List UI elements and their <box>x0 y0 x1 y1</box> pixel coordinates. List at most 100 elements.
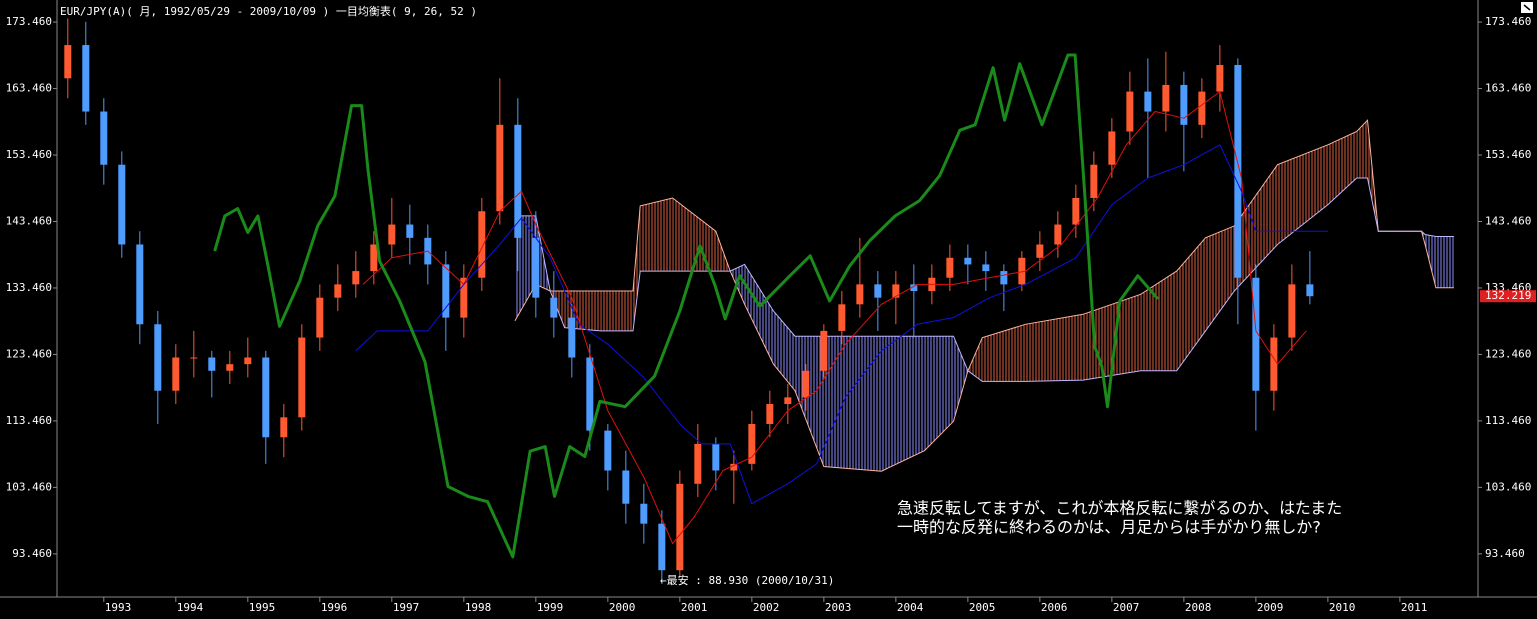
candle-body <box>586 357 594 431</box>
candle-body <box>982 264 990 272</box>
x-tick-label: 1996 <box>321 601 348 614</box>
candle-body <box>640 503 648 524</box>
candle-body <box>1108 131 1116 165</box>
cloud-segment <box>672 198 716 272</box>
candle-body <box>658 523 666 571</box>
x-tick-label: 2008 <box>1185 601 1212 614</box>
cloud-segment <box>924 336 954 451</box>
candle-body <box>802 370 810 398</box>
cloud-segment <box>1277 144 1328 245</box>
x-tick-label: 2004 <box>897 601 924 614</box>
candle-body <box>856 284 864 305</box>
candle-body <box>388 224 396 245</box>
y-tick-label: 143.460 <box>6 214 52 227</box>
cloud-span-line <box>514 177 1454 382</box>
x-tick-label: 2005 <box>969 601 996 614</box>
y-tick-label: 113.460 <box>1485 414 1531 427</box>
candle-body <box>1162 84 1170 112</box>
y-tick-label: 173.460 <box>1485 15 1531 28</box>
indicator-line <box>362 91 1307 545</box>
x-tick-label: 1993 <box>105 601 132 614</box>
candle-body <box>568 317 576 358</box>
candle-body <box>280 417 288 438</box>
cloud-segment <box>633 205 641 331</box>
y-tick-label: 103.460 <box>6 480 52 493</box>
chart-header: EUR/JPY(A)( 月, 1992/05/29 - 2009/10/09 )… <box>60 4 477 18</box>
candle-body <box>352 271 360 285</box>
candle-body <box>766 404 774 424</box>
candle-body <box>694 443 702 484</box>
x-tick-label: 2002 <box>753 601 780 614</box>
candle-body <box>712 443 720 471</box>
candle-body <box>748 423 756 464</box>
x-tick-label: 2010 <box>1329 601 1356 614</box>
candle-body <box>1018 257 1026 285</box>
candle-body <box>118 164 126 245</box>
x-tick-label: 2003 <box>825 601 852 614</box>
y-tick-label: 123.460 <box>6 347 52 360</box>
candle-body <box>1144 91 1152 112</box>
y-tick-label: 93.460 <box>12 547 52 560</box>
candle-body <box>910 284 918 292</box>
candle-body <box>1126 91 1134 132</box>
x-tick-label: 2000 <box>609 601 636 614</box>
candle-body <box>1036 244 1044 258</box>
cloud-segment <box>1176 237 1206 371</box>
y-tick-label: 133.460 <box>6 281 52 294</box>
y-tick-label: 173.460 <box>6 15 52 28</box>
y-tick-label: 163.460 <box>6 82 52 95</box>
candle-body <box>964 257 972 265</box>
candle-body <box>1216 65 1224 92</box>
cloud-segment <box>1327 131 1357 205</box>
candle-body <box>730 463 738 471</box>
candle-body <box>190 357 198 359</box>
cloud-segment <box>1425 234 1436 288</box>
candle-body <box>532 237 540 298</box>
x-tick-label: 1995 <box>249 601 275 614</box>
y-tick-label: 153.460 <box>6 148 52 161</box>
y-tick-label: 163.460 <box>1485 82 1531 95</box>
low-annotation: ←最安 : 88.930 (2000/10/31) <box>660 573 834 587</box>
cloud-segment <box>1356 120 1368 178</box>
candle-body <box>514 124 522 238</box>
x-tick-label: 1994 <box>177 601 204 614</box>
candle-body <box>550 297 558 318</box>
cloud-segment <box>881 336 925 472</box>
x-tick-label: 2011 <box>1401 601 1428 614</box>
candle-body <box>838 304 846 331</box>
candle-body <box>298 337 306 418</box>
candle-body <box>820 330 828 371</box>
cloud-segment <box>514 215 536 321</box>
candle-body <box>1234 65 1242 278</box>
candle-body <box>1288 284 1296 338</box>
window-icon-mark <box>1523 4 1531 11</box>
candle-body <box>676 483 684 571</box>
x-tick-label: 2009 <box>1257 601 1284 614</box>
cloud-segment <box>795 336 824 467</box>
candle-body <box>1000 271 1008 285</box>
last-price-box <box>1480 290 1536 303</box>
candle-body <box>100 111 108 165</box>
candle-body <box>496 124 504 212</box>
cloud-segment <box>953 336 968 422</box>
cloud-segment <box>1234 164 1278 291</box>
comment-line: 一時的な反発に終わるのかは、月足からは手がかり無しか? <box>897 518 1321 537</box>
y-tick-label: 123.460 <box>1485 347 1531 360</box>
candle-body <box>892 284 900 298</box>
y-tick-label: 113.460 <box>6 414 52 427</box>
x-tick-label: 1999 <box>537 601 564 614</box>
x-tick-label: 2007 <box>1113 601 1140 614</box>
candle-body <box>1072 197 1080 225</box>
candle-body <box>64 45 72 79</box>
x-tick-label: 2001 <box>681 601 708 614</box>
candle-body <box>244 357 252 365</box>
cloud-segment <box>640 198 673 272</box>
y-tick-label: 103.460 <box>1485 480 1531 493</box>
candle-body <box>604 430 612 471</box>
y-tick-label: 143.460 <box>1485 214 1531 227</box>
cloud-segment <box>1435 236 1454 288</box>
comment-line: 急速反転してますが、これが本格反転に繋がるのか、はたまた <box>897 499 1342 518</box>
candle-body <box>82 45 90 112</box>
cloud-span-line <box>514 119 1454 472</box>
